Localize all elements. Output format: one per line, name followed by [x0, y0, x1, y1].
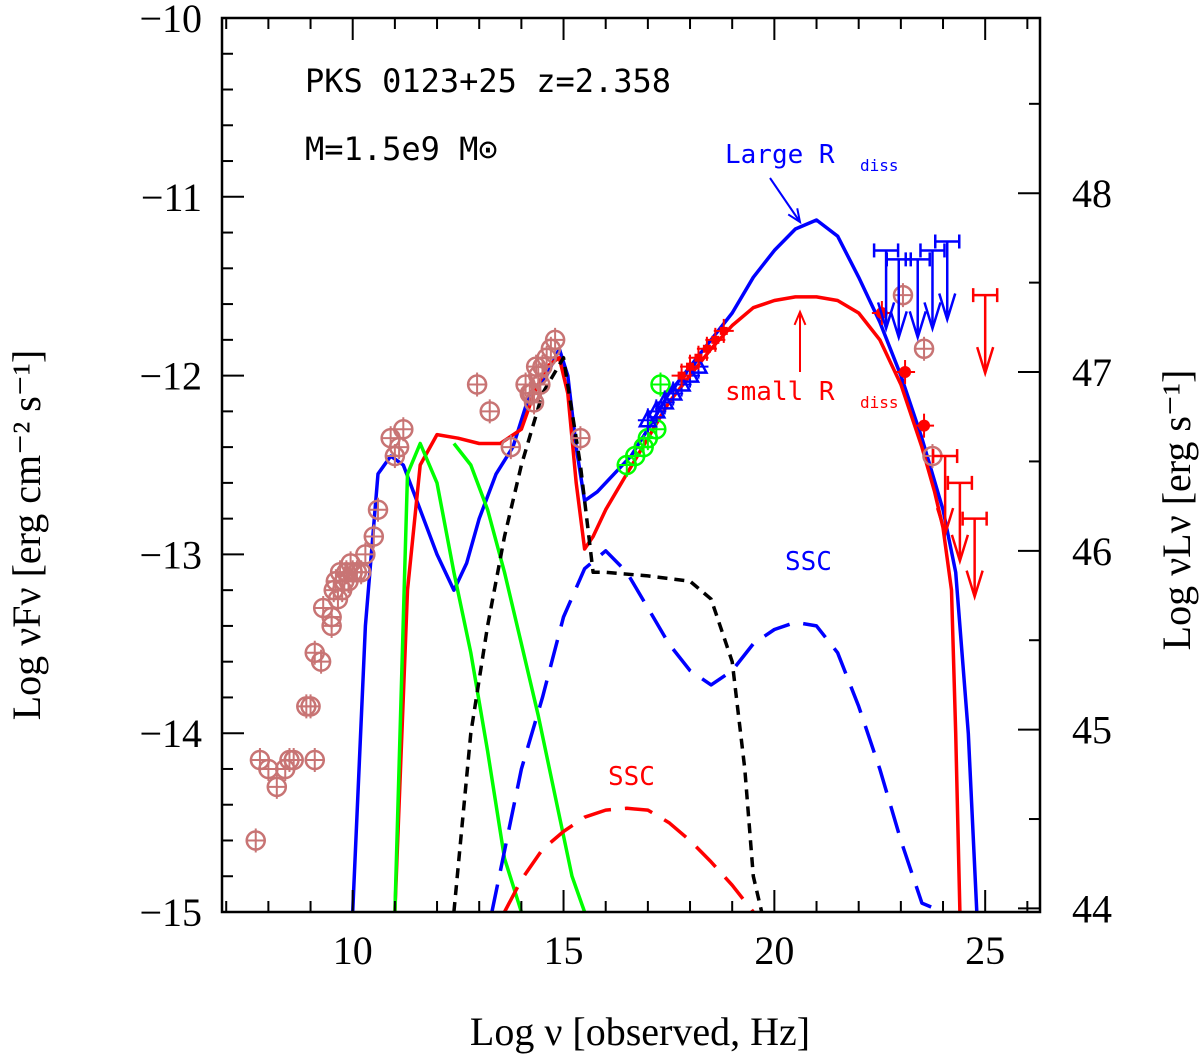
x-tick-label: 25 — [965, 928, 1005, 973]
data-point — [544, 327, 566, 352]
data-point — [650, 372, 671, 397]
data-point — [914, 413, 935, 438]
upper-limit — [931, 449, 959, 539]
upper-limit — [919, 243, 946, 333]
series-line — [393, 441, 524, 912]
x-axis-label: Log ν [observed, Hz] — [470, 1009, 810, 1054]
data-point — [713, 318, 734, 343]
data-point — [479, 399, 500, 424]
data-point — [367, 497, 389, 522]
data-point — [300, 694, 321, 719]
label-large-rdiss: Large R diss — [725, 140, 899, 175]
data-point — [363, 524, 385, 549]
axes: 10 15 20 25 −15 −14 −13 −12 −11 −10 44 45 46 47 48 — [139, 0, 1112, 973]
data-point — [500, 435, 522, 460]
label-ssc-red: SSC — [608, 762, 655, 792]
y-tick-label: −11 — [141, 175, 202, 220]
y-tick-label: −14 — [139, 711, 202, 756]
y-right-tick-label: 46 — [1072, 529, 1112, 574]
series-line — [490, 549, 944, 912]
series-line — [452, 442, 587, 912]
data-point — [523, 390, 545, 415]
series-line — [350, 218, 979, 912]
data-point — [895, 360, 916, 385]
data-point — [393, 417, 414, 442]
y-right-tick-label: 47 — [1072, 350, 1112, 395]
y-right-tick-label: 45 — [1072, 708, 1112, 753]
x-tick-label: 10 — [333, 928, 373, 973]
y-axis-label: Log νFν [erg cm⁻² s⁻¹] — [4, 350, 49, 721]
data-point — [913, 336, 935, 361]
data-point — [304, 748, 326, 773]
label-small-rdiss-sub: diss — [860, 393, 899, 412]
y-tick-label: −10 — [139, 0, 202, 41]
data-point — [266, 774, 288, 799]
label-small-rdiss-text: small R — [725, 377, 835, 407]
series-line — [502, 806, 755, 912]
data-point — [321, 613, 342, 638]
label-ssc-blue: SSC — [785, 547, 832, 577]
y-tick-label: −12 — [139, 354, 202, 399]
upper-limit — [961, 511, 988, 601]
series-line — [393, 295, 962, 912]
y-axis-right-label: Log νLν [erg s⁻¹] — [1154, 370, 1199, 651]
plot-area — [245, 177, 999, 912]
data-point — [466, 372, 488, 397]
label-large-rdiss-text: Large R — [725, 140, 835, 170]
label-large-rdiss-sub: diss — [860, 156, 899, 175]
upper-limit — [904, 252, 931, 342]
upper-limit — [946, 475, 974, 566]
data-point — [310, 649, 332, 674]
label-small-rdiss: small R diss — [725, 377, 899, 412]
chart-subtitle: M=1.5e9 M⊙ — [305, 130, 498, 168]
data-point — [245, 828, 266, 853]
x-tick-label: 20 — [754, 928, 794, 973]
data-point — [350, 560, 372, 585]
arrow-small-rdiss — [793, 309, 807, 372]
arrow-large-rdiss — [769, 177, 802, 225]
data-point — [283, 748, 304, 773]
data-point — [892, 283, 914, 308]
plot-clip-group — [245, 218, 999, 912]
upper-limit — [971, 288, 999, 378]
data-point — [570, 426, 591, 451]
series-line — [452, 355, 764, 912]
y-right-tick-label: 44 — [1072, 886, 1112, 931]
y-tick-label: −15 — [139, 890, 202, 935]
x-tick-label: 15 — [544, 928, 584, 973]
y-tick-label: −13 — [139, 532, 202, 577]
y-right-tick-label: 48 — [1072, 171, 1112, 216]
data-point — [355, 542, 376, 567]
upper-limit — [933, 234, 961, 324]
chart-title: PKS 0123+25 z=2.358 — [305, 62, 671, 100]
plot-frame — [220, 16, 1042, 914]
